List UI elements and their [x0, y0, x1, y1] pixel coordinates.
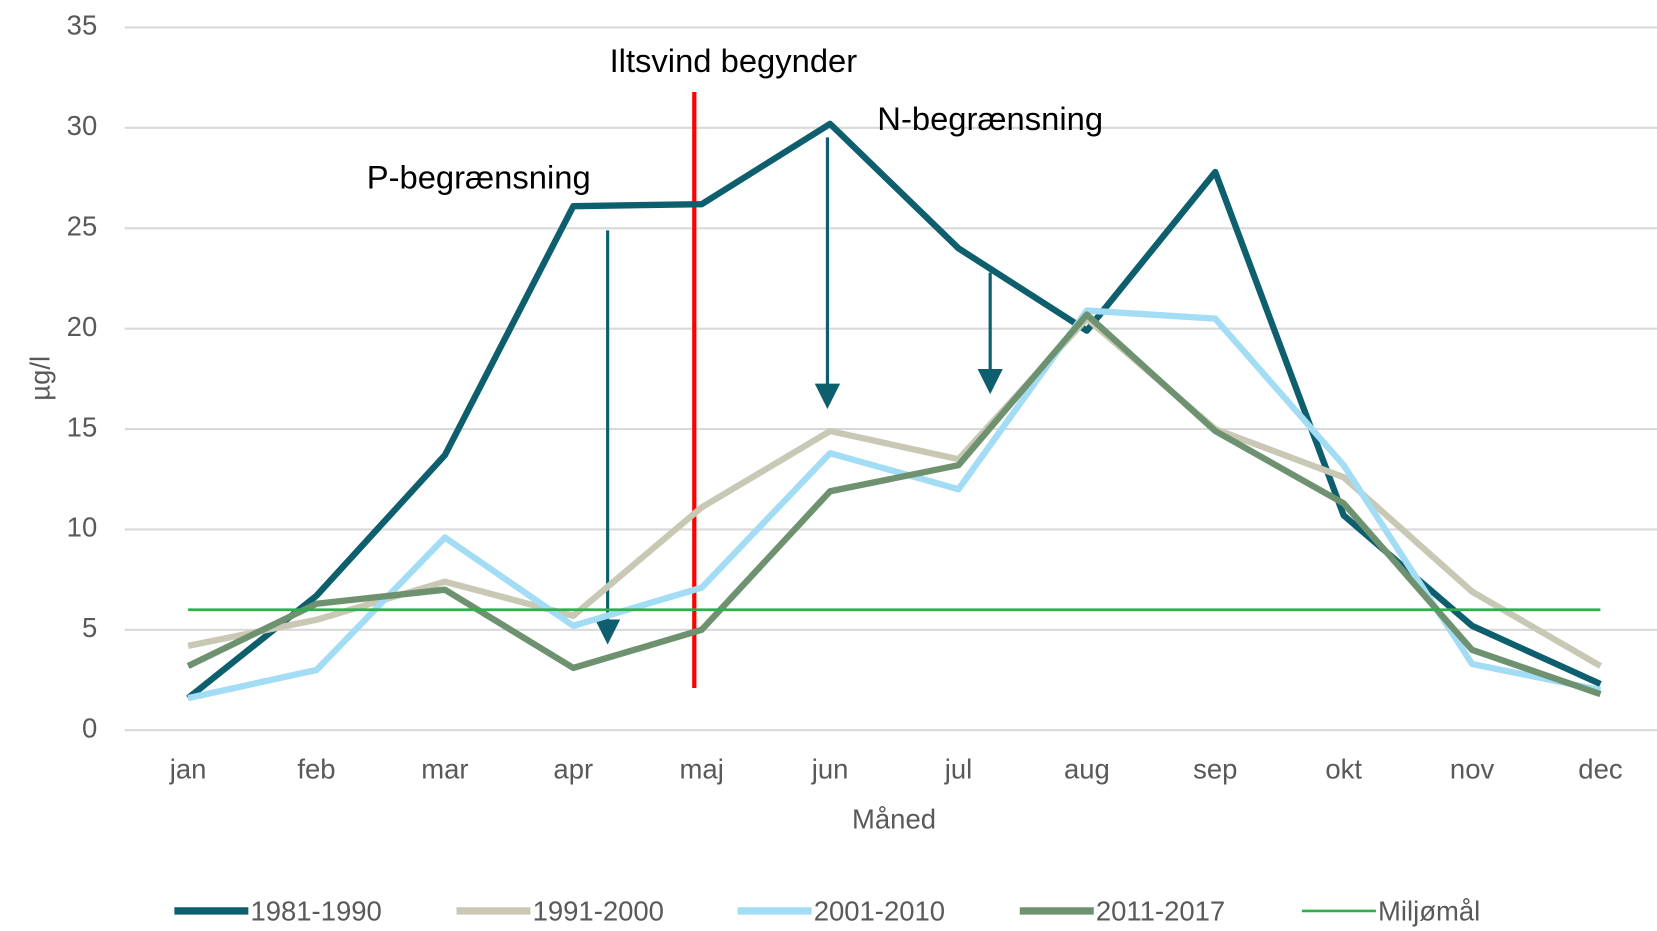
series-line [187, 315, 1603, 669]
y-tick-label: 25 [67, 211, 98, 242]
series-line [186, 120, 1602, 701]
x-tick-label: okt [1325, 754, 1362, 785]
legend-label: 1991-2000 [533, 895, 664, 926]
x-tick-label: jul [944, 754, 972, 785]
annotation: Iltsvind begynder [610, 42, 858, 79]
annotation: P-begrænsning [367, 158, 591, 195]
x-tick-label: nov [1450, 754, 1495, 785]
legend-label: 2011-2017 [1096, 895, 1225, 926]
y-tick-label: 10 [67, 512, 98, 543]
y-tick-label: 5 [82, 612, 97, 643]
x-tick-label: maj [680, 754, 724, 785]
series-line [186, 311, 1602, 698]
x-tick-label: mar [421, 754, 468, 785]
legend-label: 1981-1990 [250, 895, 381, 926]
x-tick-label: sep [1193, 754, 1237, 785]
series-line [187, 307, 1602, 702]
y-tick-label: 30 [67, 110, 98, 141]
x-tick-label: jun [811, 754, 849, 785]
x-tick-label: jan [169, 754, 207, 785]
legend-label: Miljømål [1378, 895, 1480, 926]
x-axis-label: Måned [852, 803, 936, 834]
x-tick-label: aug [1064, 754, 1110, 785]
legend-label: 2001-2010 [814, 895, 945, 926]
y-tick-label: 20 [67, 311, 98, 342]
y-axis-label: µg/l [25, 356, 56, 401]
x-tick-label: feb [297, 754, 335, 785]
y-tick-label: 35 [67, 10, 98, 41]
x-tick-label: apr [553, 754, 593, 785]
x-tick-label: dec [1578, 754, 1623, 785]
y-tick-label: 0 [82, 712, 97, 743]
y-tick-label: 15 [67, 411, 98, 442]
annotation: N-begrænsning [877, 100, 1103, 137]
